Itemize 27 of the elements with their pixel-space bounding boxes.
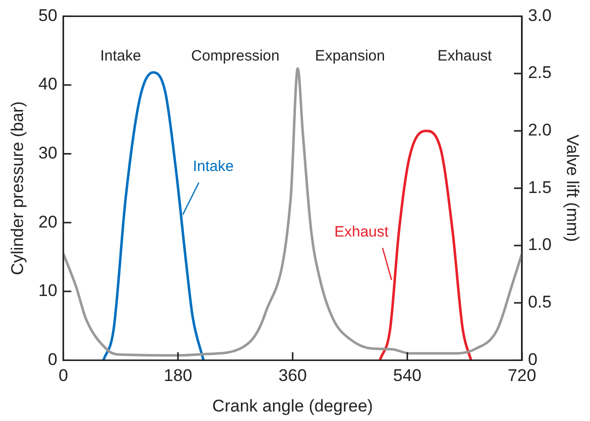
y2-tick-label: 0: [528, 350, 538, 369]
y2-tick-label: 1.0: [528, 235, 552, 254]
x-tick-label: 180: [164, 366, 192, 386]
annotation: Compression: [191, 47, 280, 64]
x-axis-title: Crank angle (degree): [212, 396, 373, 416]
y-tick-label: 10: [38, 281, 58, 300]
y-axis-title: Cylinder pressure (bar): [8, 101, 27, 276]
annotation: Exhaust: [438, 47, 493, 64]
y2-tick-label: 0.5: [528, 292, 552, 312]
series-label: Exhaust: [334, 224, 390, 241]
y-tick-label: 40: [38, 74, 58, 94]
y-tick-label: 0: [48, 350, 58, 369]
series-label: Intake: [192, 158, 234, 176]
annotation: Intake: [100, 47, 142, 64]
annotation: Expansion: [314, 47, 385, 64]
y2-tick-label: 3.0: [528, 6, 552, 25]
x-tick-label: 720: [508, 366, 536, 386]
y2-tick-label: 2.0: [528, 120, 552, 140]
x-tick-label: 360: [278, 366, 307, 386]
y-tick-label: 50: [38, 6, 58, 25]
y2-axis-title: Valve lift (mm): [563, 134, 582, 242]
line-series: [63, 67, 522, 357]
y-tick-label: 30: [38, 143, 58, 162]
y2-tick-label: 2.5: [528, 63, 552, 82]
y-tick-label: 20: [38, 212, 58, 232]
x-tick-label: 540: [393, 366, 422, 386]
y2-tick-label: 1.5: [528, 178, 552, 197]
